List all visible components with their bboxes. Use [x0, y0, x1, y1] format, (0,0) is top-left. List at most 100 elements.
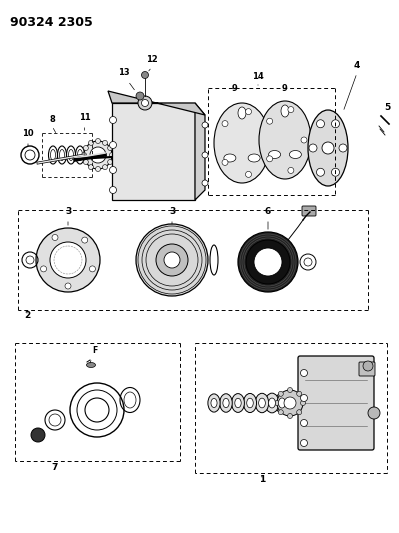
Circle shape: [316, 120, 324, 128]
Circle shape: [202, 122, 208, 128]
Ellipse shape: [224, 154, 236, 162]
Text: 14: 14: [252, 72, 264, 81]
Ellipse shape: [223, 398, 229, 408]
Text: 5: 5: [384, 103, 390, 112]
Text: 3: 3: [65, 207, 71, 216]
Ellipse shape: [308, 110, 348, 186]
Polygon shape: [195, 103, 205, 200]
Circle shape: [202, 152, 208, 158]
Ellipse shape: [231, 393, 245, 413]
Circle shape: [50, 242, 86, 278]
Circle shape: [279, 410, 283, 415]
Circle shape: [309, 144, 317, 152]
Ellipse shape: [243, 393, 257, 413]
Ellipse shape: [248, 154, 260, 162]
Circle shape: [222, 159, 228, 165]
Circle shape: [222, 120, 228, 127]
FancyBboxPatch shape: [298, 356, 374, 450]
Circle shape: [109, 141, 117, 149]
Circle shape: [65, 283, 71, 289]
Text: 1: 1: [259, 475, 265, 484]
Circle shape: [164, 252, 180, 268]
Circle shape: [267, 118, 273, 124]
Circle shape: [83, 146, 88, 150]
Circle shape: [297, 391, 302, 397]
Circle shape: [332, 168, 340, 176]
Circle shape: [301, 137, 307, 143]
Circle shape: [300, 400, 306, 406]
Circle shape: [245, 172, 251, 177]
Text: 11: 11: [79, 113, 91, 122]
Circle shape: [41, 266, 47, 272]
Circle shape: [81, 152, 87, 157]
Circle shape: [246, 240, 290, 284]
Circle shape: [108, 159, 113, 165]
Ellipse shape: [269, 150, 280, 158]
Circle shape: [202, 180, 208, 186]
Circle shape: [300, 419, 308, 426]
Circle shape: [83, 159, 88, 165]
Ellipse shape: [259, 101, 311, 179]
Text: 2: 2: [24, 311, 30, 320]
Ellipse shape: [208, 394, 220, 412]
Circle shape: [95, 166, 101, 172]
Circle shape: [108, 146, 113, 150]
Ellipse shape: [247, 398, 253, 408]
Ellipse shape: [87, 362, 95, 367]
Text: 10: 10: [22, 129, 34, 138]
Circle shape: [89, 165, 93, 169]
Circle shape: [300, 369, 308, 376]
Polygon shape: [112, 103, 195, 200]
Text: 12: 12: [146, 55, 158, 64]
Circle shape: [36, 228, 100, 292]
Circle shape: [368, 407, 380, 419]
Circle shape: [238, 232, 298, 292]
Circle shape: [95, 139, 101, 143]
Circle shape: [288, 107, 294, 112]
Circle shape: [109, 187, 117, 193]
Circle shape: [267, 156, 273, 162]
Circle shape: [156, 244, 188, 276]
Circle shape: [339, 144, 347, 152]
Circle shape: [297, 410, 302, 415]
Circle shape: [89, 140, 93, 146]
Circle shape: [84, 141, 112, 169]
Text: 3: 3: [169, 207, 175, 216]
Text: 90324 2305: 90324 2305: [10, 16, 93, 29]
Circle shape: [322, 142, 334, 154]
FancyBboxPatch shape: [302, 206, 316, 216]
Ellipse shape: [220, 394, 232, 412]
Text: 4: 4: [354, 61, 360, 70]
Circle shape: [254, 248, 282, 276]
Circle shape: [260, 140, 266, 146]
Text: F: F: [93, 346, 98, 355]
Ellipse shape: [255, 393, 269, 413]
Text: 8: 8: [49, 115, 55, 124]
Ellipse shape: [281, 105, 289, 117]
Ellipse shape: [279, 398, 286, 408]
Circle shape: [245, 109, 251, 115]
Circle shape: [109, 117, 117, 124]
Circle shape: [288, 414, 292, 418]
Circle shape: [277, 390, 303, 416]
Circle shape: [89, 266, 95, 272]
Circle shape: [142, 71, 148, 78]
Circle shape: [288, 387, 292, 392]
Ellipse shape: [289, 150, 301, 158]
Circle shape: [103, 140, 107, 146]
Circle shape: [52, 235, 58, 240]
Circle shape: [332, 120, 340, 128]
Text: 9: 9: [282, 84, 288, 93]
Circle shape: [138, 96, 152, 110]
Ellipse shape: [259, 398, 265, 408]
Circle shape: [109, 166, 117, 174]
Text: 6: 6: [265, 207, 271, 216]
Circle shape: [300, 394, 308, 401]
Polygon shape: [108, 91, 205, 115]
Circle shape: [363, 361, 373, 371]
Circle shape: [284, 397, 296, 409]
Ellipse shape: [214, 103, 270, 183]
Ellipse shape: [275, 393, 289, 413]
FancyBboxPatch shape: [359, 362, 375, 376]
Circle shape: [90, 147, 106, 163]
